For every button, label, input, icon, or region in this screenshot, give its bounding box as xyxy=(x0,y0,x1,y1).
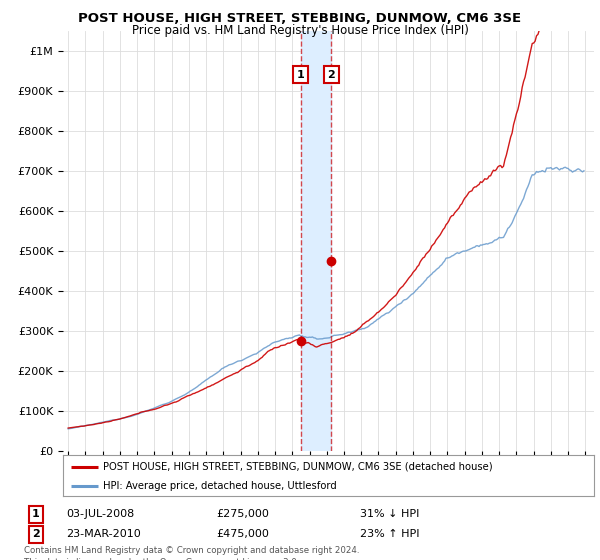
Text: £475,000: £475,000 xyxy=(216,529,269,539)
Text: 03-JUL-2008: 03-JUL-2008 xyxy=(66,509,134,519)
Text: 23% ↑ HPI: 23% ↑ HPI xyxy=(360,529,419,539)
Text: Contains HM Land Registry data © Crown copyright and database right 2024.
This d: Contains HM Land Registry data © Crown c… xyxy=(24,546,359,560)
Text: POST HOUSE, HIGH STREET, STEBBING, DUNMOW, CM6 3SE (detached house): POST HOUSE, HIGH STREET, STEBBING, DUNMO… xyxy=(103,461,493,472)
Bar xyxy=(301,31,331,451)
Text: 1: 1 xyxy=(32,509,40,519)
Text: Price paid vs. HM Land Registry's House Price Index (HPI): Price paid vs. HM Land Registry's House … xyxy=(131,24,469,37)
Text: 23-MAR-2010: 23-MAR-2010 xyxy=(66,529,141,539)
Text: £275,000: £275,000 xyxy=(216,509,269,519)
Text: 2: 2 xyxy=(32,529,40,539)
Text: 1: 1 xyxy=(297,70,305,80)
Text: HPI: Average price, detached house, Uttlesford: HPI: Average price, detached house, Uttl… xyxy=(103,480,337,491)
Text: 31% ↓ HPI: 31% ↓ HPI xyxy=(360,509,419,519)
Text: 2: 2 xyxy=(327,70,335,80)
Text: POST HOUSE, HIGH STREET, STEBBING, DUNMOW, CM6 3SE: POST HOUSE, HIGH STREET, STEBBING, DUNMO… xyxy=(79,12,521,25)
